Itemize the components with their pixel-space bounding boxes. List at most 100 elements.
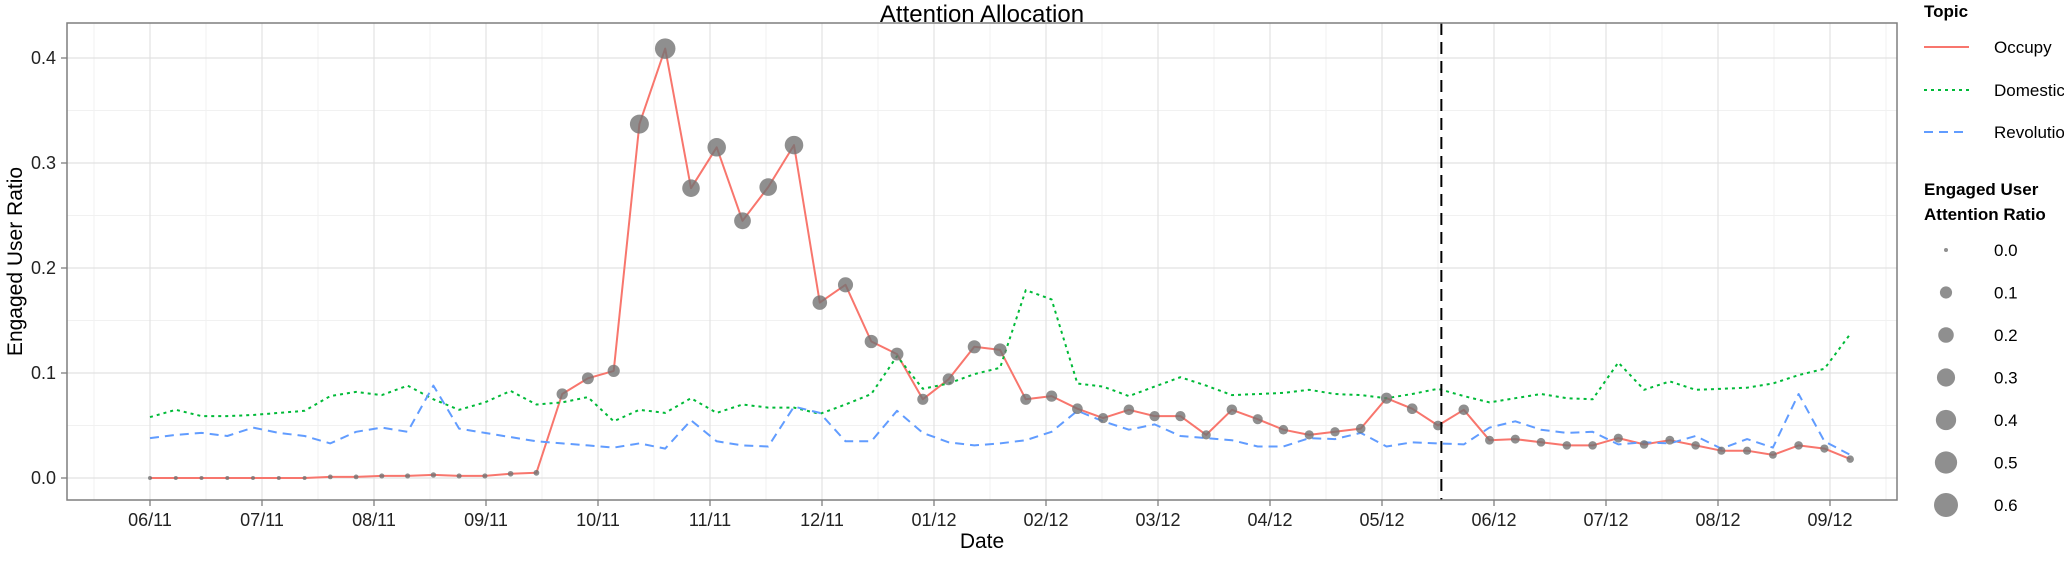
data-point (1226, 404, 1238, 416)
legend-size-label: 0.6 (1994, 496, 2018, 515)
legend-label-revolution: Revolution (1994, 123, 2064, 142)
legend-topic-title: Topic (1924, 2, 1968, 21)
legend-size-key (1935, 409, 1957, 431)
data-point (837, 277, 854, 293)
data-point (353, 474, 359, 480)
series-line-revolution (149, 384, 1851, 456)
data-point (251, 476, 255, 480)
data-point (1330, 427, 1340, 437)
x-tick-label: 12/11 (800, 510, 844, 530)
y-tick-label: 0.4 (31, 48, 56, 68)
data-point (430, 472, 437, 478)
data-point (199, 476, 204, 480)
data-point (1380, 392, 1393, 404)
y-tick-label: 0.1 (31, 363, 56, 383)
data-point (225, 476, 230, 480)
data-point (1846, 455, 1854, 463)
legend-size-label: 0.4 (1994, 411, 2018, 430)
data-point (1820, 444, 1829, 453)
data-point (917, 393, 929, 405)
data-point (1149, 410, 1160, 422)
data-point (682, 179, 700, 197)
data-point (629, 114, 649, 134)
data-point (1278, 424, 1289, 435)
legend-size-label: 0.0 (1994, 241, 2018, 260)
x-tick-label: 02/12 (1023, 510, 1068, 530)
data-point (734, 212, 751, 230)
data-point (1458, 404, 1470, 416)
chart-title: Attention Allocation (880, 1, 1084, 28)
data-point (942, 373, 955, 386)
data-point (654, 38, 676, 59)
legend-size-label: 0.5 (1994, 454, 2018, 473)
data-point (993, 343, 1007, 357)
data-point (967, 340, 981, 354)
data-point (456, 473, 462, 479)
data-point (1639, 440, 1649, 449)
x-tick-label: 07/11 (240, 510, 284, 530)
x-tick-label: 04/12 (1247, 510, 1292, 530)
data-point (607, 364, 620, 378)
x-tick-label: 06/12 (1471, 510, 1516, 530)
x-tick-label: 08/12 (1695, 510, 1740, 530)
y-tick-label: 0.3 (31, 153, 56, 173)
data-point (1510, 434, 1520, 444)
major-gridlines (67, 23, 1897, 500)
data-point (1045, 390, 1058, 402)
plot-border (66, 22, 1898, 501)
data-point (1355, 423, 1366, 434)
data-point (379, 473, 385, 479)
data-point (533, 469, 540, 476)
data-point (581, 372, 594, 385)
data-point (1562, 441, 1572, 450)
y-tick-label: 0.2 (31, 258, 56, 278)
x-tick-label: 01/12 (911, 510, 956, 530)
data-point (1304, 430, 1314, 440)
data-point (327, 474, 333, 480)
x-tick-label: 03/12 (1135, 510, 1180, 530)
data-point (1794, 441, 1803, 450)
data-point (482, 473, 488, 479)
data-point (173, 476, 178, 480)
legend-size-label: 0.3 (1994, 369, 2018, 388)
legend-size-key (1936, 368, 1956, 387)
data-point (864, 334, 878, 349)
legend-size-title-line1: Engaged User (1924, 180, 2039, 199)
legend-size-label: 0.1 (1994, 284, 2018, 303)
data-point (1717, 446, 1726, 455)
x-tick-label: 09/12 (1807, 510, 1852, 530)
data-point (784, 135, 804, 155)
data-point (1768, 450, 1777, 459)
data-point (890, 347, 904, 361)
data-point (759, 178, 777, 196)
legend-size-key (1938, 327, 1954, 343)
x-axis-title: Date (960, 530, 1004, 553)
data-point (1536, 437, 1546, 447)
data-point (1175, 410, 1186, 422)
legend-size-key (1934, 451, 1958, 474)
legend-label-occupy: Occupy (1994, 38, 2052, 57)
data-point (812, 295, 828, 310)
data-point (1665, 435, 1675, 445)
data-point (1020, 393, 1032, 405)
data-point (507, 470, 514, 477)
data-point (302, 476, 307, 480)
legend-size-key (1934, 493, 1958, 517)
data-point (405, 473, 411, 479)
data-point (707, 138, 726, 157)
x-tick-label: 07/12 (1583, 510, 1628, 530)
data-point (1098, 413, 1109, 424)
data-point (1613, 433, 1623, 443)
data-point (556, 388, 568, 400)
x-tick-label: 10/11 (576, 510, 620, 530)
legend-size-title-line2: Attention Ratio (1924, 205, 2046, 224)
data-point (1406, 403, 1418, 415)
minor-gridlines (67, 23, 1897, 500)
data-point (276, 476, 281, 480)
legend-size-label: 0.2 (1994, 326, 2018, 345)
data-point (1252, 414, 1263, 425)
x-tick-label: 08/11 (352, 510, 396, 530)
x-tick-label: 05/12 (1359, 510, 1404, 530)
legend-size-key (1944, 248, 1948, 252)
